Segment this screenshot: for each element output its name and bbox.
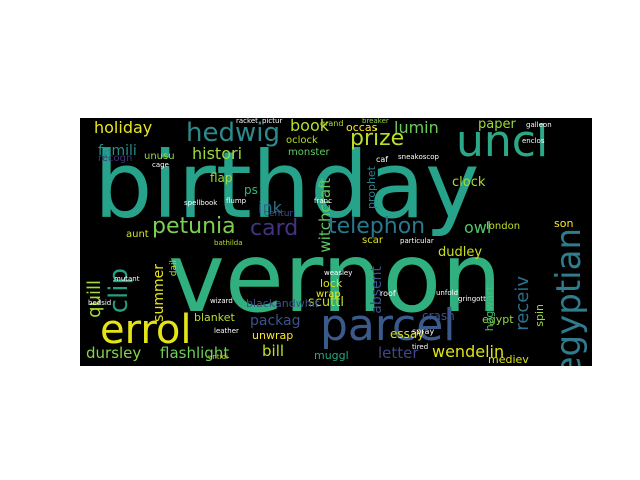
- word-egypt: egypt: [482, 313, 514, 326]
- word-letter: letter: [378, 344, 419, 362]
- word-scar: scar: [362, 235, 383, 246]
- word-summer: summer: [151, 264, 167, 322]
- word-paper: paper: [478, 118, 516, 132]
- word-card: card: [250, 216, 299, 241]
- word-telephon: telephon: [328, 214, 426, 239]
- word-wizard: wizard: [210, 297, 233, 305]
- word-dail: dail: [169, 260, 179, 277]
- word-occas: occas: [346, 121, 378, 134]
- word-sneakoscop: sneakoscop: [398, 153, 439, 161]
- word-vernon: vernon: [168, 222, 503, 334]
- word-mutant: mutant: [114, 275, 140, 283]
- word-bill: bill: [262, 342, 285, 360]
- word-tired: tired: [412, 343, 429, 351]
- word-witchcraft: witchcraft: [316, 178, 334, 253]
- word-packag: packag: [250, 313, 301, 329]
- word-bedsid: bedsid: [88, 299, 112, 307]
- word-cage: cage: [152, 161, 169, 169]
- word-parcel: parcel: [320, 300, 456, 351]
- word-flashlight: flashlight: [160, 344, 230, 362]
- word-unfold: unfold: [436, 289, 459, 297]
- word-galleon: galleon: [526, 121, 552, 129]
- word-receiv: receiv: [512, 276, 533, 331]
- word-lock: lock: [320, 277, 343, 290]
- word-dudley: dudley: [438, 245, 483, 260]
- word-breaker: breaker: [362, 118, 389, 125]
- word-scuttl: scuttl: [308, 295, 344, 310]
- word-cloud: birthday vernon uncl parcel errol egypti…: [80, 118, 592, 366]
- word-clock: clock: [452, 175, 486, 190]
- word-blackandwhit: blackandwhit: [246, 297, 320, 310]
- word-oclock: oclock: [286, 135, 318, 146]
- word-hogwart: hogwart: [483, 286, 496, 332]
- word-gringott: gringott: [458, 295, 486, 303]
- word-pictur: pictur: [262, 118, 283, 125]
- word-crash: crash: [422, 309, 455, 323]
- word-ink: ink: [258, 198, 282, 217]
- word-grand: grand: [320, 119, 344, 128]
- word-particular: particular: [400, 237, 434, 245]
- word-roof: roof: [380, 289, 396, 298]
- word-blanket: blanket: [194, 311, 235, 324]
- word-aunt: aunt: [126, 229, 149, 240]
- word-ps: ps: [244, 183, 258, 197]
- word-spray: spray: [412, 327, 435, 336]
- word-egyptian: egyptian: [549, 228, 589, 366]
- word-mediev: mediev: [488, 353, 529, 366]
- word-son: son: [554, 217, 574, 230]
- word-untidi: untidi: [208, 353, 228, 361]
- word-petunia: petunia: [152, 214, 236, 239]
- word-book: book: [290, 118, 329, 135]
- word-london: london: [486, 221, 521, 232]
- word-wrap: wrap: [316, 289, 341, 300]
- word-caf: caf: [376, 155, 389, 164]
- word-weasley: weasley: [324, 269, 353, 277]
- word-bathilda: bathilda: [214, 239, 243, 247]
- word-dursley: dursley: [86, 344, 142, 362]
- word-monster: monster: [288, 147, 330, 158]
- word-centuri: centuri: [264, 209, 296, 219]
- word-holiday: holiday: [94, 118, 153, 137]
- word-histori: histori: [192, 144, 243, 163]
- word-owl: owl: [464, 218, 492, 237]
- word-spellbook: spellbook: [184, 199, 218, 207]
- word-prophet: prophet: [365, 166, 378, 210]
- word-lumin: lumin: [394, 118, 439, 137]
- word-unwrap: unwrap: [252, 329, 294, 342]
- word-unusu: unusu: [144, 151, 175, 162]
- word-flump: flump: [226, 197, 247, 205]
- word-racket: racket: [236, 118, 258, 125]
- word-uncl: uncl: [456, 118, 549, 167]
- word-hedwig: hedwig: [186, 118, 280, 148]
- word-leather: leather: [214, 327, 239, 335]
- word-famili: famili: [98, 143, 137, 159]
- word-spin: spin: [533, 304, 546, 327]
- word-wendelin: wendelin: [432, 342, 505, 361]
- word-prize: prize: [350, 126, 405, 151]
- word-franc: franc: [314, 197, 332, 205]
- word-errol: errol: [100, 307, 192, 353]
- word-essay: essay: [390, 327, 425, 341]
- word-muggl: muggl: [314, 349, 349, 362]
- word-recogn: recogn: [98, 153, 133, 164]
- word-birthday: birthday: [94, 132, 480, 239]
- word-flap: flap: [210, 171, 233, 185]
- word-enclos: enclos: [522, 137, 545, 145]
